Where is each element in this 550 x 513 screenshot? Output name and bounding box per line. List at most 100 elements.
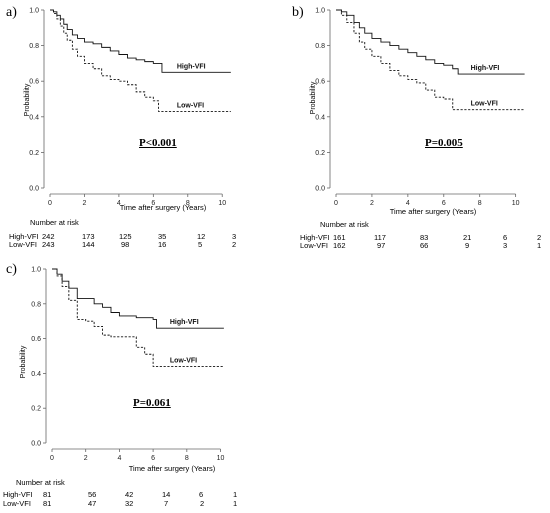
risk-cell: 2 (537, 233, 542, 242)
x-tick-label: 2 (82, 200, 86, 207)
high-vfi-label: High-VFI (170, 319, 199, 326)
high-vfi-curve (50, 9, 231, 73)
risk-cell: 83 (420, 233, 429, 242)
risk-cell: 2 (200, 499, 205, 508)
risk-cell: 1 (233, 499, 238, 508)
km-plot-c: 0.0 0.2 0.4 0.6 0.8 1.0 0 2 4 6 8 10 High-VFI Low-VFI (31, 267, 225, 463)
risk-cell: 21 (463, 233, 472, 242)
risk-cell: 5 (198, 240, 203, 249)
risk-cell: 56 (88, 490, 97, 499)
x-tick-label: 0 (48, 200, 52, 207)
risk-row-label-high: High-VFI (3, 490, 33, 499)
y-tick-label: 0.6 (31, 336, 41, 343)
y-tick-label: 0.4 (29, 114, 39, 121)
number-at-risk-title: Number at risk (320, 220, 369, 229)
risk-cell: 12 (197, 232, 206, 241)
risk-cell: 9 (465, 241, 470, 250)
p-value: P=0.061 (133, 397, 171, 409)
risk-cell: 3 (232, 232, 237, 241)
panel-a: a) 0.0 0.2 0.4 0.6 0.8 1.0 0 2 4 6 8 10 High-VFI Low-… (0, 0, 270, 250)
risk-cell: 3 (503, 241, 508, 250)
y-tick-label: 0.8 (29, 43, 39, 50)
risk-cell: 81 (43, 490, 52, 499)
x-tick-label: 6 (442, 200, 446, 207)
p-value: P=0.005 (425, 137, 463, 149)
y-tick-label: 0.8 (31, 301, 41, 308)
risk-cell: 6 (503, 233, 508, 242)
high-vfi-curve (336, 9, 525, 75)
risk-cell: 125 (119, 232, 132, 241)
risk-cell: 1 (233, 490, 238, 499)
number-at-risk-title: Number at risk (16, 478, 65, 487)
p-value: P<0.001 (139, 137, 177, 149)
risk-cell: 2 (232, 240, 237, 249)
y-tick-label: 0.0 (315, 186, 325, 193)
risk-row-label-low: Low-VFI (3, 499, 31, 508)
low-vfi-label: Low-VFI (177, 102, 204, 109)
risk-cell: 173 (82, 232, 95, 241)
y-tick-label: 0.6 (315, 79, 325, 86)
x-tick-label: 6 (151, 200, 155, 207)
y-tick-label: 1.0 (315, 8, 325, 15)
panel-label: c) (6, 262, 17, 277)
y-tick-label: 0.4 (315, 114, 325, 121)
y-tick-label: 0.0 (31, 441, 41, 448)
risk-cell: 162 (333, 241, 346, 250)
risk-row-label-low: Low-VFI (300, 241, 328, 250)
risk-cell: 161 (333, 233, 346, 242)
x-tick-label: 8 (185, 455, 189, 462)
risk-cell: 144 (82, 240, 95, 249)
risk-row-label-high: High-VFI (9, 232, 39, 241)
y-tick-label: 0.6 (29, 79, 39, 86)
low-vfi-curve (52, 268, 224, 367)
x-tick-label: 10 (512, 200, 520, 207)
risk-cell: 7 (164, 499, 169, 508)
x-tick-label: 4 (117, 455, 121, 462)
x-tick-label: 2 (370, 200, 374, 207)
risk-cell: 6 (199, 490, 204, 499)
y-axis-label: Probability (310, 81, 317, 115)
low-vfi-curve (336, 9, 525, 111)
high-vfi-label: High-VFI (177, 63, 206, 70)
risk-cell: 16 (158, 240, 167, 249)
x-tick-label: 2 (84, 455, 88, 462)
x-tick-label: 0 (50, 455, 54, 462)
km-plot-a: 0.0 0.2 0.4 0.6 0.8 1.0 0 2 4 6 8 10 High-VFI Low-VFI (29, 8, 231, 207)
risk-row-label-high: High-VFI (300, 233, 330, 242)
x-tick-label: 4 (406, 200, 410, 207)
high-vfi-label: High-VFI (471, 65, 500, 72)
y-tick-label: 1.0 (31, 267, 41, 274)
x-tick-label: 8 (478, 200, 482, 207)
panel-label: a) (6, 5, 17, 20)
km-plot-b: 0.0 0.2 0.4 0.6 0.8 1.0 0 2 4 6 8 10 High-VFI Low-VFI (315, 8, 525, 207)
panel-b: b) 0.0 0.2 0.4 0.6 0.8 1.0 0 2 4 6 8 10 High-VFI Low-… (280, 0, 550, 251)
y-tick-label: 1.0 (29, 8, 39, 15)
x-tick-label: 10 (218, 200, 226, 207)
risk-cell: 97 (377, 241, 386, 250)
risk-cell: 1 (537, 241, 542, 250)
x-tick-label: 4 (117, 200, 121, 207)
y-tick-label: 0.2 (31, 406, 41, 413)
y-tick-label: 0.2 (315, 150, 325, 157)
y-axis-label: Probability (24, 83, 31, 117)
risk-cell: 35 (158, 232, 167, 241)
risk-cell: 243 (42, 240, 55, 249)
risk-cell: 47 (88, 499, 97, 508)
x-tick-label: 8 (186, 200, 190, 207)
y-tick-label: 0.2 (29, 150, 39, 157)
risk-cell: 42 (125, 490, 134, 499)
y-tick-label: 0.8 (315, 43, 325, 50)
risk-cell: 81 (43, 499, 52, 508)
x-tick-label: 6 (151, 455, 155, 462)
risk-cell: 14 (162, 490, 171, 499)
x-tick-label: 10 (217, 455, 225, 462)
y-tick-label: 0.4 (31, 371, 41, 378)
x-tick-label: 0 (334, 200, 338, 207)
y-axis-label: Probability (20, 345, 27, 379)
x-axis-label: Time after surgery (Years) (119, 203, 207, 212)
y-tick-label: 0.0 (29, 186, 39, 193)
risk-cell: 98 (121, 240, 130, 249)
number-at-risk-title: Number at risk (30, 218, 79, 227)
x-axis-label: Time after surgery (Years) (389, 207, 477, 216)
risk-cell: 242 (42, 232, 55, 241)
